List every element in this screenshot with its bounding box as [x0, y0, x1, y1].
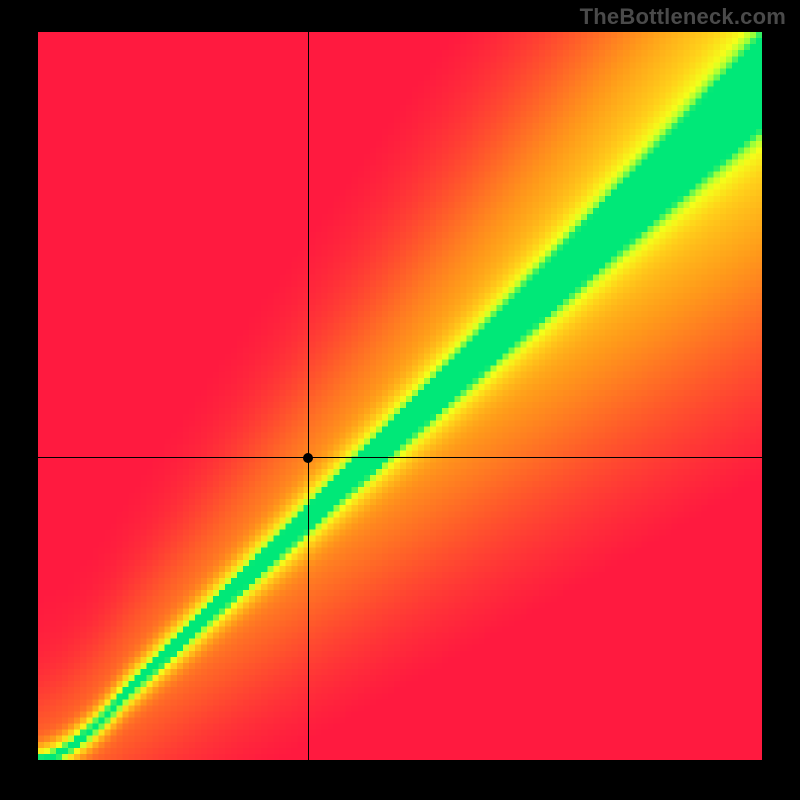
heatmap-canvas	[38, 32, 762, 760]
crosshair-horizontal	[38, 457, 762, 458]
frame: TheBottleneck.com	[0, 0, 800, 800]
marker-dot	[303, 453, 313, 463]
watermark-label: TheBottleneck.com	[580, 4, 786, 30]
heatmap-plot	[38, 32, 762, 760]
crosshair-vertical	[308, 32, 309, 760]
